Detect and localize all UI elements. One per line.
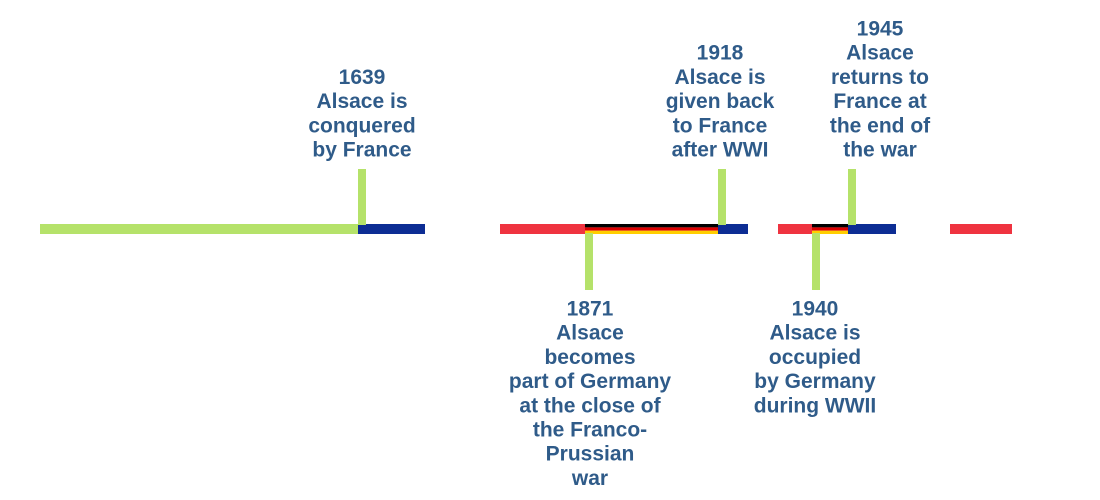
event-text: part of Germany	[509, 370, 672, 393]
event-text: during WWII	[754, 394, 876, 417]
connectors	[358, 169, 856, 290]
event-text: Alsace	[556, 322, 624, 345]
event-text: Alsace is	[316, 90, 407, 113]
event-text: France at	[833, 90, 926, 113]
event-text: after WWI	[672, 139, 769, 162]
event-text: the Franco-	[533, 419, 647, 442]
event-text: to France	[673, 114, 768, 137]
event-text: the war	[843, 139, 917, 162]
event-text: war	[571, 467, 608, 490]
event-text: Alsace	[846, 42, 914, 65]
event-text: conquered	[308, 114, 415, 137]
event-year: 1639	[339, 66, 386, 89]
event-text: by France	[312, 139, 411, 162]
event-text: occupied	[769, 346, 861, 369]
event-text: by Germany	[754, 370, 876, 393]
event-text: returns to	[831, 66, 929, 89]
event-year: 1871	[567, 298, 614, 321]
timeline-bar	[40, 224, 1012, 234]
event-year: 1945	[857, 18, 904, 41]
event-text: at the close of	[519, 394, 661, 417]
event-text: Alsace is	[674, 66, 765, 89]
event-year: 1918	[697, 42, 744, 65]
event-text: the end of	[830, 114, 931, 137]
event-text: given back	[666, 90, 775, 113]
event-text: Prussian	[546, 443, 635, 466]
event-year: 1940	[792, 298, 839, 321]
event-text: becomes	[544, 346, 635, 369]
event-text: Alsace is	[769, 322, 860, 345]
